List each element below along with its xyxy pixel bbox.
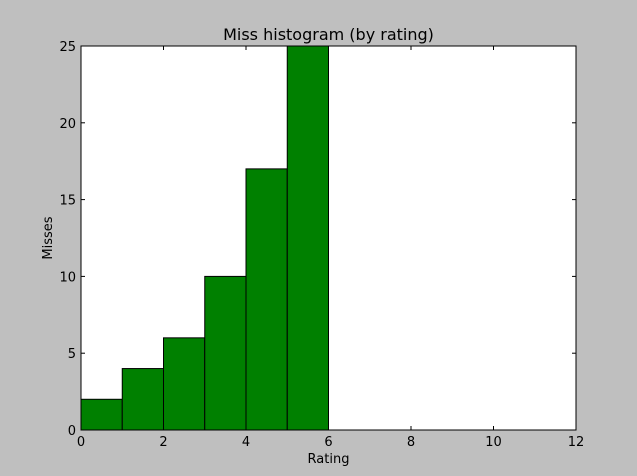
y-tick-label: 25 xyxy=(59,40,76,55)
histogram-bar xyxy=(204,275,247,431)
bars xyxy=(80,45,329,431)
y-tick-label: 20 xyxy=(59,117,76,132)
y-tick-label: 5 xyxy=(68,347,76,362)
histogram-bar xyxy=(121,368,164,431)
y-tick-label: 10 xyxy=(59,270,76,285)
histogram-bar xyxy=(286,45,329,431)
x-tick-label: 2 xyxy=(159,435,167,450)
x-tick-label: 12 xyxy=(568,435,585,450)
histogram-bar xyxy=(163,337,206,431)
x-tick-labels: 0 2 4 6 8 10 12 xyxy=(77,435,584,450)
y-tick-label: 0 xyxy=(68,424,76,439)
y-axis-label: Misses xyxy=(41,216,56,259)
histogram-bar xyxy=(245,168,288,431)
x-axis-label: Rating xyxy=(308,452,350,467)
axis-ticks xyxy=(80,45,577,431)
x-tick-label: 0 xyxy=(77,435,85,450)
y-tick-labels: 0 5 10 15 20 25 xyxy=(59,40,76,439)
x-tick-label: 8 xyxy=(407,435,415,450)
chart-title: Miss histogram (by rating) xyxy=(223,25,434,44)
x-tick-label: 6 xyxy=(324,435,332,450)
y-tick-label: 15 xyxy=(59,194,76,209)
histogram-bar xyxy=(80,398,123,431)
x-tick-label: 10 xyxy=(485,435,502,450)
x-tick-label: 4 xyxy=(242,435,250,450)
